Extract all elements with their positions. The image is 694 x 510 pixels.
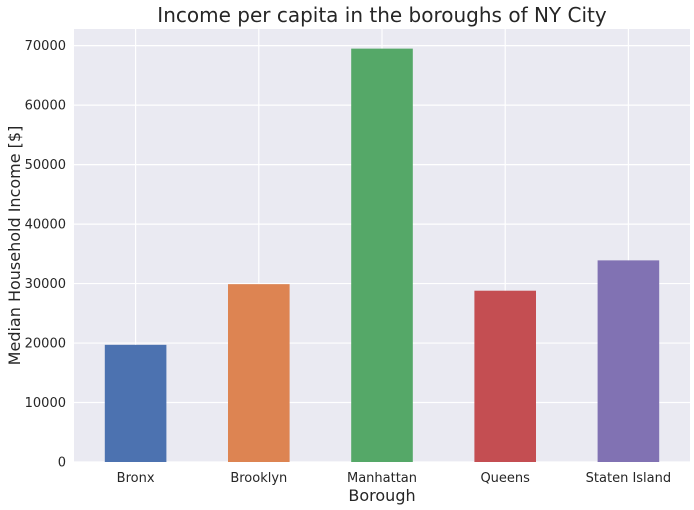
y-tick-label: 60000 xyxy=(25,99,66,114)
bars xyxy=(104,48,660,462)
y-tick-label: 0 xyxy=(58,456,66,471)
y-tick-label: 50000 xyxy=(25,158,66,173)
bar-brooklyn xyxy=(228,284,290,462)
bar-bronx xyxy=(104,344,167,462)
x-axis-label: Borough xyxy=(348,486,415,505)
bar-staten-island xyxy=(597,260,660,462)
x-tick-label: Queens xyxy=(480,471,530,486)
bar-queens xyxy=(474,290,536,462)
chart-title: Income per capita in the boroughs of NY … xyxy=(157,3,607,27)
y-tick-labels: 0 10000 20000 30000 40000 50000 60000 70000 xyxy=(25,39,66,470)
x-tick-label: Brooklyn xyxy=(230,471,287,486)
y-axis-label: Median Household Income [$] xyxy=(5,126,24,366)
y-tick-label: 10000 xyxy=(25,396,66,411)
x-tick-label: Manhattan xyxy=(347,471,417,486)
y-tick-label: 20000 xyxy=(25,337,66,352)
y-tick-label: 40000 xyxy=(25,218,66,233)
x-tick-labels: Bronx Brooklyn Manhattan Queens Staten Islan… xyxy=(117,471,671,486)
bar-manhattan xyxy=(351,48,413,462)
y-tick-label: 70000 xyxy=(25,39,66,54)
y-tick-label: 30000 xyxy=(25,277,66,292)
x-tick-label: Bronx xyxy=(117,471,155,486)
x-tick-label: Staten Island xyxy=(586,471,671,486)
